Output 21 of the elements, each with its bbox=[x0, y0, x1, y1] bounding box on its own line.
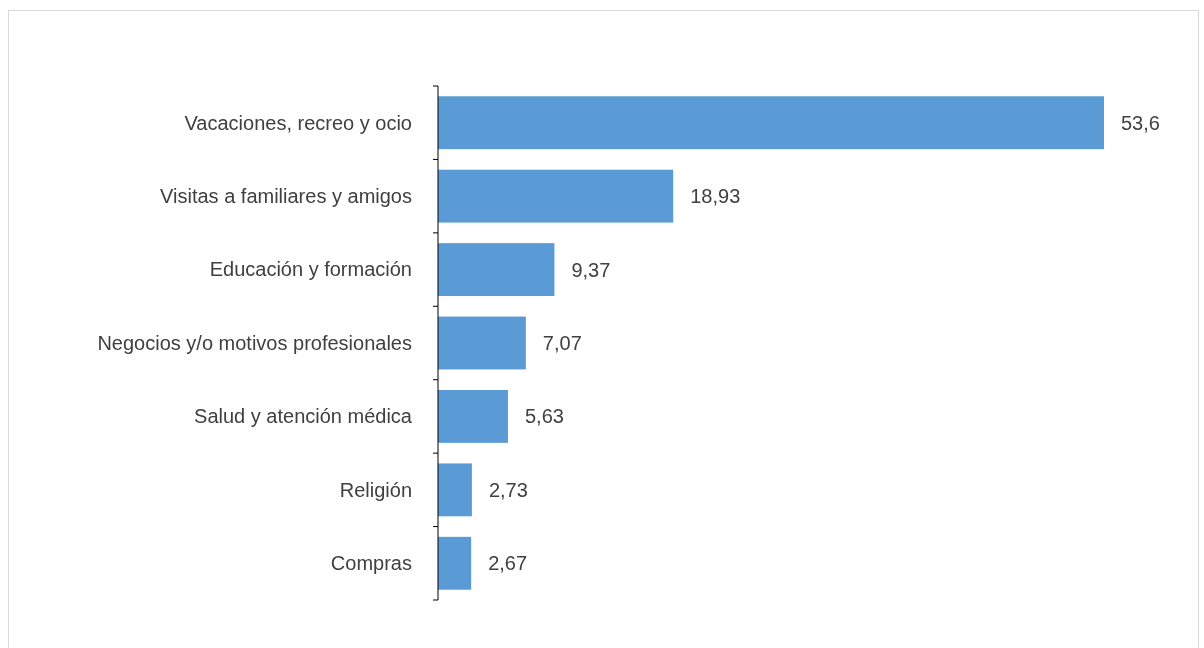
bar bbox=[438, 536, 472, 590]
bar bbox=[438, 96, 1104, 150]
y-tick-label: Compras bbox=[330, 552, 412, 575]
bar bbox=[438, 169, 674, 223]
bar bbox=[438, 389, 508, 443]
y-tick-label: Salud y atención médica bbox=[194, 405, 413, 428]
data-label: 53,6 bbox=[1121, 111, 1160, 134]
y-tick-label: Vacaciones, recreo y ocio bbox=[184, 111, 412, 134]
data-label: 2,67 bbox=[488, 552, 528, 575]
y-tick-label: Negocios y/o motivos profesionales bbox=[97, 331, 412, 354]
data-label: 7,07 bbox=[542, 332, 582, 354]
bar bbox=[438, 243, 555, 297]
bar bbox=[438, 316, 526, 370]
data-label: 2,73 bbox=[488, 478, 528, 501]
bar bbox=[438, 463, 472, 517]
data-label: 5,63 bbox=[524, 405, 564, 428]
y-tick-label: Visitas a familiares y amigos bbox=[160, 185, 412, 208]
data-label: 18,93 bbox=[690, 185, 741, 208]
y-tick-label: Educación y formación bbox=[209, 258, 412, 281]
y-tick-label: Religión bbox=[339, 478, 412, 501]
data-label: 9,37 bbox=[571, 258, 611, 281]
